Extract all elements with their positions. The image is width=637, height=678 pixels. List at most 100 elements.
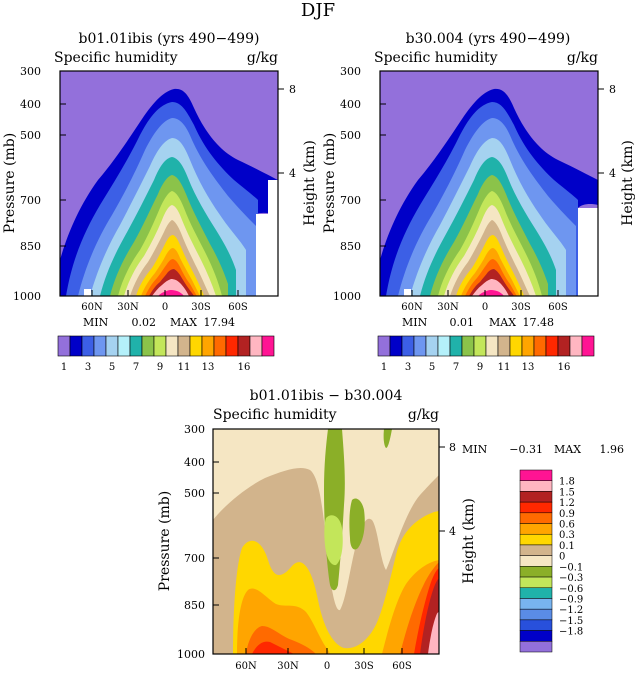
latitude-tick-label: 30N [437,302,459,313]
colorbar-swatch [165,335,179,357]
pressure-tick-label: 850 [340,240,361,253]
colorbar-swatch [473,335,487,357]
colorbar-label: −0.1 [559,562,583,573]
min-label: MIN [462,443,488,456]
colorbar-label: 0.6 [559,520,575,531]
height-tick-label: 8 [609,83,616,96]
colorbar-swatch [519,566,553,578]
colorbar-label: −1.5 [559,616,583,627]
max-label: MAX [489,316,516,329]
colorbar-swatch [519,630,553,642]
y-axis-label: Pressure (mb) [322,133,338,233]
colorbar-swatch [521,335,535,357]
latitude-tick-label: 60S [392,661,412,672]
min-value: −0.31 [509,443,543,456]
height-tick-label: 8 [289,83,296,96]
contour-plot [380,71,598,296]
pressure-tick-label: 700 [184,552,205,565]
latitude-tick-label: 0 [162,302,168,313]
colorbar-swatch [377,335,391,357]
colorbar-swatch [389,335,403,357]
colorbar-swatch [153,335,167,357]
colorbar-swatch [519,512,553,524]
colorbar-swatch [449,335,463,357]
colorbar-swatch [225,335,239,357]
latitude-tick-label: 60N [235,661,257,672]
colorbar-label: 11 [498,362,511,373]
colorbar-label: 0.1 [559,541,575,552]
colorbar-swatch [249,335,263,357]
colorbar-label: 9 [157,362,163,373]
colorbar-label: 5 [429,362,435,373]
pressure-tick-label: 850 [20,240,41,253]
colorbar-swatch [261,335,275,357]
height-ticks: 8 4 [278,83,296,180]
colorbar-swatch [141,335,155,357]
colorbar-swatch [519,480,553,492]
colorbar-label: 1 [381,362,387,373]
units-label: g/kg [247,50,278,66]
colorbar-swatch [519,587,553,599]
latitude-tick-label: 30S [191,302,211,313]
colorbar-swatch [545,335,559,357]
colorbar-swatch [485,335,499,357]
latitude-tick-label: 30N [277,661,299,672]
colorbar: 1 3 5 7 9 11 13 16 [57,335,275,373]
colorbar-swatch [519,501,553,514]
colorbar-swatch [519,608,553,621]
latitude-tick-label: 30S [511,302,531,313]
height-tick-label: 4 [609,167,616,180]
contour-plot [213,429,439,654]
panel-title: b30.004 (yrs 490−499) [406,31,571,47]
latitude-tick-label: 60N [81,302,103,313]
figure-title: DJF [301,0,335,21]
latitude-tick-label: 30N [117,302,139,313]
height-ticks: 8 4 [598,83,616,180]
colorbar-swatch [519,533,553,546]
colorbar-label: 1.8 [559,477,575,488]
colorbar-label: −1.8 [559,627,583,638]
colorbar-swatch [413,335,427,357]
pressure-ticks: 300 400 500 700 850 1000 [13,65,66,303]
pressure-tick-label: 1000 [13,290,41,303]
colorbar-label: 1 [61,362,67,373]
y-axis-label: Pressure (mb) [157,491,173,591]
colorbar-swatch [57,335,71,357]
min-label: MIN [83,316,109,329]
colorbar-label: −0.3 [559,573,583,584]
pressure-tick-label: 850 [184,599,205,612]
pressure-tick-label: 300 [184,423,205,436]
colorbar-swatch [401,335,415,357]
pressure-tick-label: 500 [340,129,361,142]
latitude-tick-label: 60N [401,302,423,313]
colorbar-swatch [557,335,571,357]
height-tick-label: 4 [289,167,296,180]
max-label: MAX [554,443,581,456]
pressure-tick-label: 400 [184,456,205,469]
colorbar-swatch [519,641,553,653]
variable-label: Specific humidity [213,407,337,423]
height-tick-label: 4 [449,525,456,538]
colorbar-swatch [519,576,553,589]
colorbar-label: 7 [453,362,459,373]
colorbar-label: −0.6 [559,584,583,595]
colorbar-label: −0.9 [559,594,583,605]
min-value: 0.01 [450,316,475,329]
units-label: g/kg [408,407,439,423]
colorbar-label: 3 [405,362,411,373]
colorbar-swatch [519,544,553,556]
colorbar-label: −1.2 [559,605,583,616]
variable-label: Specific humidity [374,50,498,66]
colorbar-label: 11 [178,362,191,373]
max-value: 17.94 [204,316,236,329]
y-axis-label: Pressure (mb) [2,133,18,233]
pressure-tick-label: 1000 [177,648,205,661]
colorbar-label: 0.3 [559,530,575,541]
pressure-tick-label: 400 [340,98,361,111]
panel-title: b01.01ibis − b30.004 [250,388,403,404]
colorbar-swatch [461,335,475,357]
variable-label: Specific humidity [54,50,178,66]
colorbar-swatch [177,335,191,357]
colorbar-swatch [581,335,595,357]
